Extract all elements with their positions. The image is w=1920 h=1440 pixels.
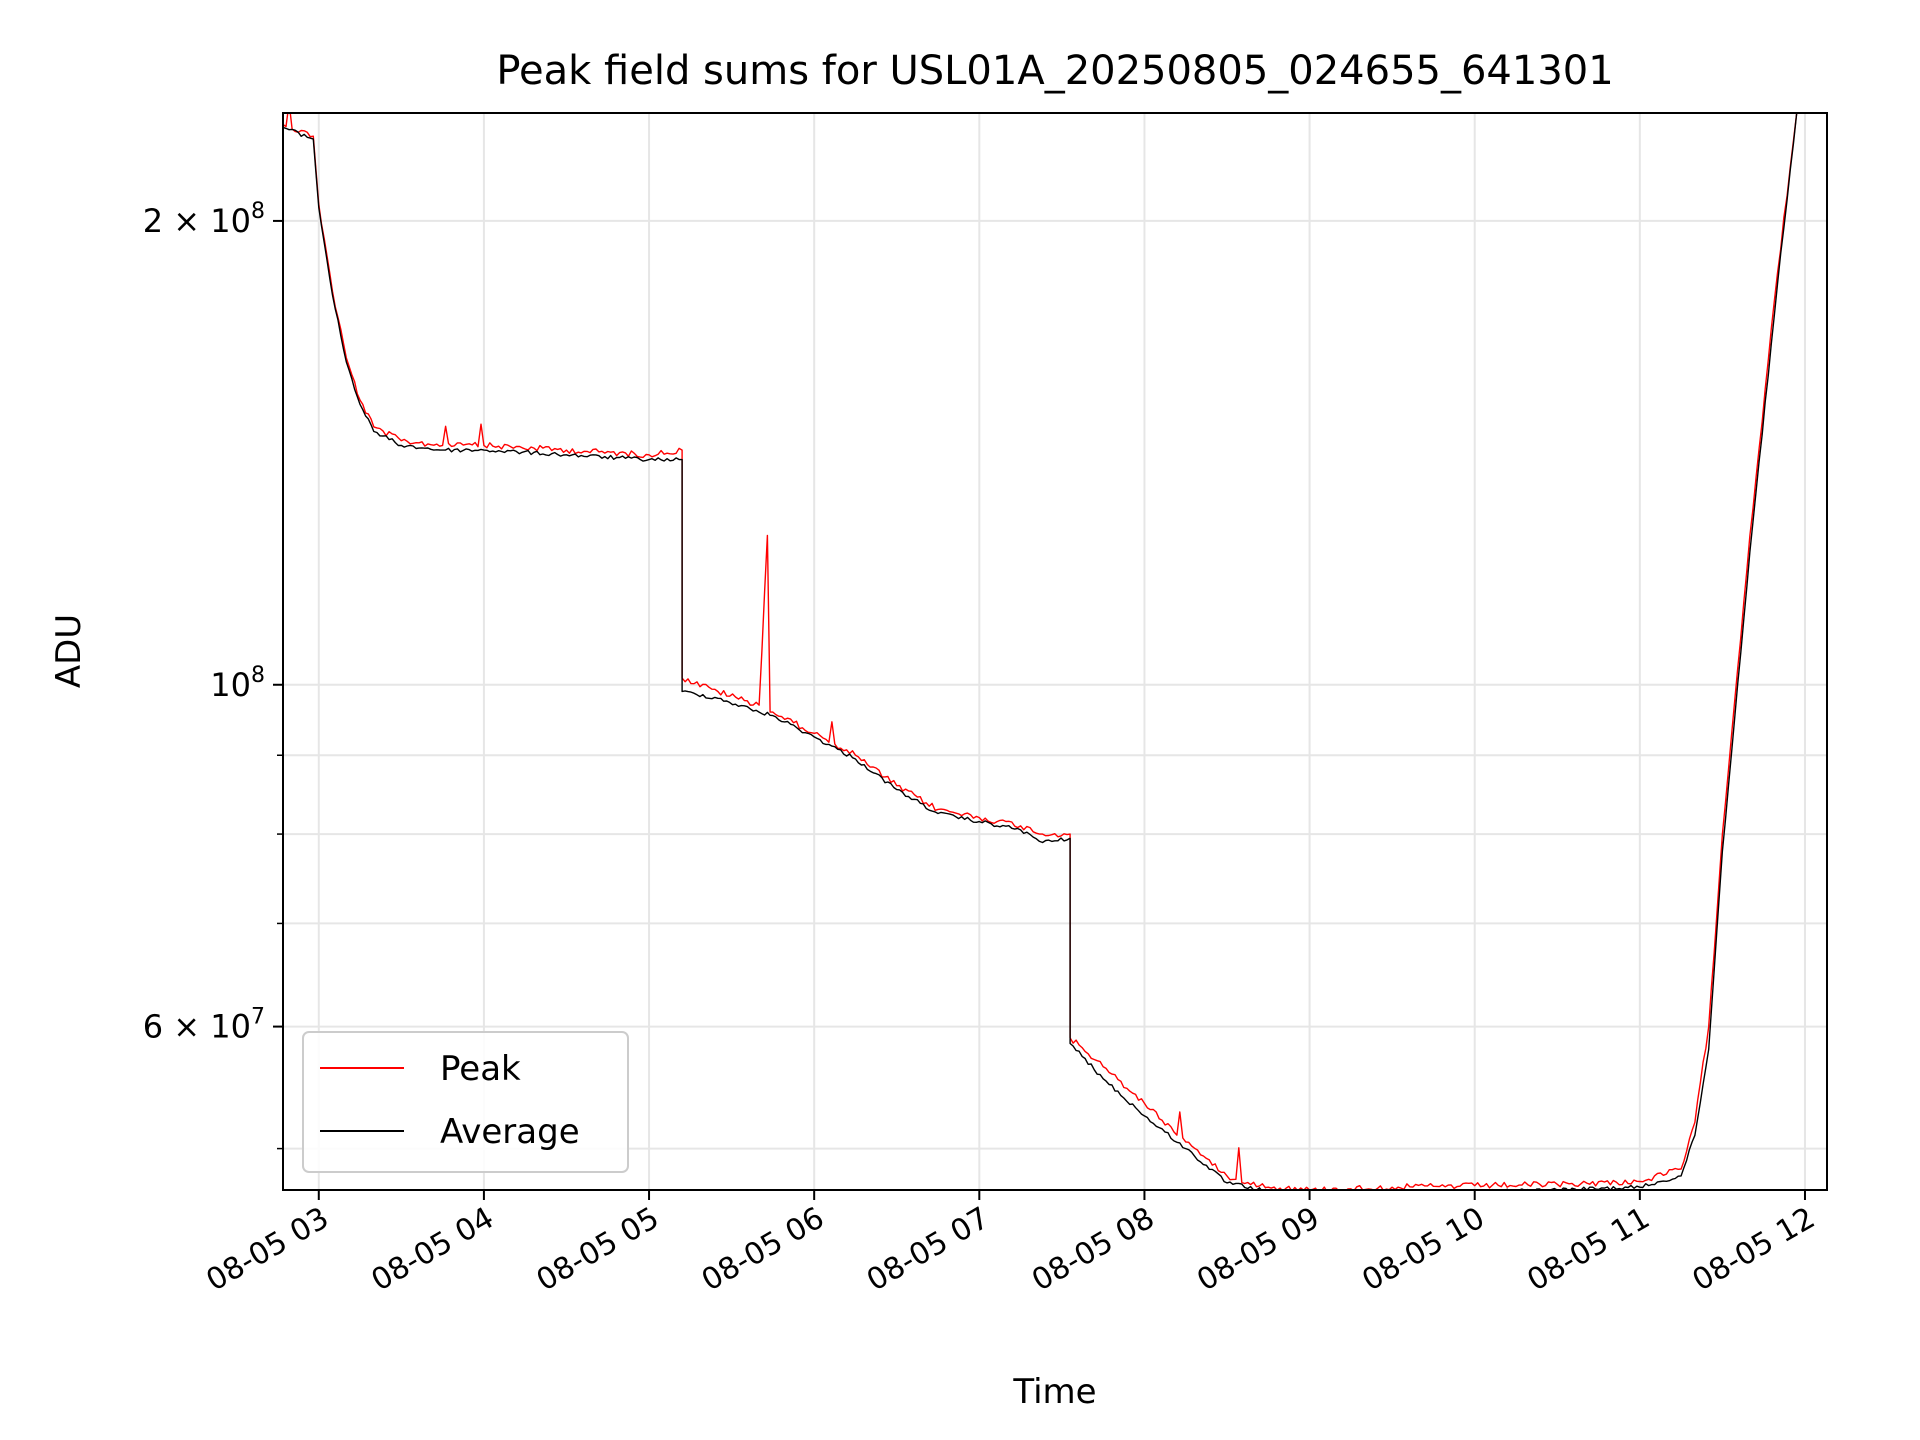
y-tick-label: 108	[210, 663, 265, 704]
legend: Peak Average	[302, 1031, 629, 1173]
chart-title: Peak field sums for USL01A_20250805_0246…	[496, 48, 1613, 94]
series-layer	[283, 113, 1798, 1190]
y-axis-label: ADU	[49, 614, 89, 688]
y-tick-label: 6 × 107	[143, 1005, 265, 1046]
y-axis-ticks: 6 × 107 108 2 × 108	[143, 199, 283, 1150]
x-axis-label: Time	[1012, 1372, 1096, 1412]
series-line-average	[283, 113, 1798, 1190]
y-tick-label: 2 × 108	[143, 199, 265, 240]
grid-lines	[283, 113, 1827, 1190]
legend-label-peak: Peak	[440, 1049, 521, 1089]
legend-label-average: Average	[440, 1112, 580, 1152]
plot-frame	[282, 112, 1828, 1191]
series-line-peak	[283, 113, 1798, 1190]
